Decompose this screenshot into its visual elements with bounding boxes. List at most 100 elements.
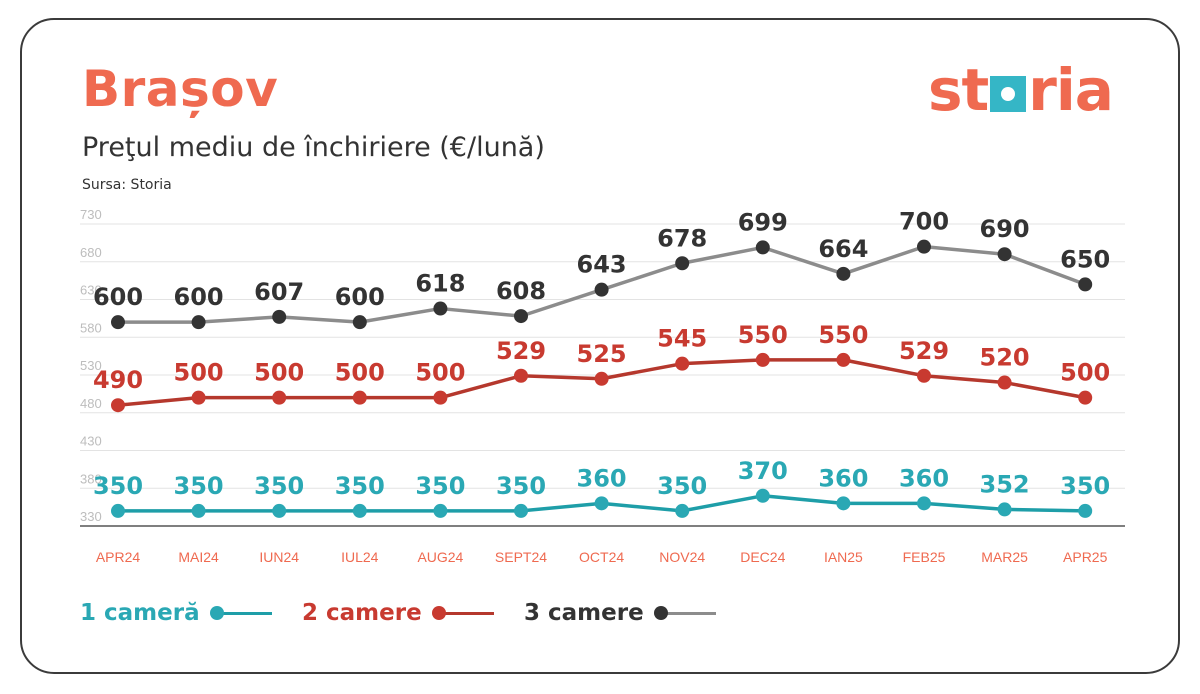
y-tick-label: 630 [80,283,102,298]
data-point [836,496,851,511]
data-point [917,239,931,254]
data-label: 700 [899,208,949,236]
y-tick-label: 730 [80,207,102,222]
logo-o-mark [990,76,1027,112]
legend-item-2-camere: 2 camere [302,600,494,626]
data-point [191,503,206,518]
data-label: 550 [818,321,868,349]
data-label: 352 [980,470,1030,498]
legend-item-3-camere: 3 camere [524,600,716,626]
legend-label-2-camere: 2 camere [302,600,422,626]
data-point [191,390,206,405]
x-tick-label: FEB25 [903,549,946,565]
page-title: Brașov [82,60,279,118]
data-point [675,356,690,371]
data-label: 520 [980,344,1030,372]
data-point [352,390,367,405]
data-label: 350 [335,472,385,500]
storia-logo: st ria [928,56,1114,124]
data-point [433,390,448,405]
data-label: 545 [657,325,707,353]
data-point [917,368,931,383]
data-point [836,266,851,281]
y-tick-label: 330 [80,509,102,524]
data-label: 678 [657,224,707,252]
data-label: 350 [657,472,707,500]
data-label: 350 [174,472,224,500]
data-point [755,488,770,503]
data-label: 643 [577,251,627,279]
data-point [1078,277,1093,292]
data-label: 600 [93,283,143,311]
data-label: 370 [738,457,788,485]
data-point [191,315,206,330]
data-label: 618 [415,270,465,298]
data-point [997,375,1012,390]
data-label: 360 [818,464,868,492]
x-tick-label: OCT24 [579,549,624,565]
data-point [836,352,851,367]
data-point [1078,390,1093,405]
data-point [917,496,931,511]
data-label: 360 [577,464,627,492]
data-label: 500 [174,359,224,387]
data-label: 690 [980,215,1030,243]
x-tick-label: SEPT24 [495,549,547,565]
y-tick-label: 430 [80,434,102,449]
x-tick-label: APR24 [96,549,141,565]
data-label: 529 [496,337,546,365]
data-point [675,503,690,518]
data-label: 350 [254,472,304,500]
data-label: 600 [174,283,224,311]
data-point [755,240,770,255]
data-point [675,256,690,271]
data-label: 525 [577,340,627,368]
data-label: 350 [93,472,143,500]
x-tick-label: IUL24 [341,549,379,565]
data-point [594,496,609,511]
x-tick-label: IUN24 [259,549,299,565]
data-label: 350 [415,472,465,500]
legend-swatch-3-camere [653,605,716,621]
chart-subtitle: Preţul mediu de închiriere (€/lună) [82,132,545,163]
data-point [755,352,770,367]
y-tick-label: 480 [80,396,102,411]
data-label: 500 [254,359,304,387]
logo-text-left: st [928,56,989,124]
x-tick-label: DEC24 [740,549,785,565]
data-label: 600 [335,283,385,311]
chart-card [20,18,1180,674]
data-point [997,247,1012,262]
data-point [594,371,609,386]
data-point [272,503,287,518]
legend-swatch-1-camera [209,605,272,621]
data-point [352,503,367,518]
data-point [514,503,528,518]
data-point [433,503,448,518]
x-tick-label: IAN25 [824,549,863,565]
legend-label-1-camera: 1 cameră [80,600,200,626]
source-note: Sursa: Storia [82,177,172,193]
data-point [272,390,287,405]
data-point [514,309,528,324]
data-label: 500 [415,359,465,387]
x-tick-label: AUG24 [417,549,463,565]
legend-item-1-camera: 1 cameră [80,600,272,626]
data-label: 500 [1060,359,1110,387]
y-tick-label: 530 [80,358,102,373]
x-tick-label: APR25 [1063,549,1108,565]
data-label: 500 [335,359,385,387]
data-label: 664 [818,235,868,263]
x-tick-label: MAI24 [178,549,219,565]
x-tick-label: NOV24 [659,549,705,565]
data-point [514,368,528,383]
y-tick-label: 380 [80,471,102,486]
data-point [111,315,125,330]
data-label: 350 [1060,472,1110,500]
data-point [433,301,448,316]
y-tick-label: 680 [80,245,102,260]
legend-label-3-camere: 3 camere [524,600,644,626]
data-point [997,502,1012,517]
data-point [352,315,367,330]
